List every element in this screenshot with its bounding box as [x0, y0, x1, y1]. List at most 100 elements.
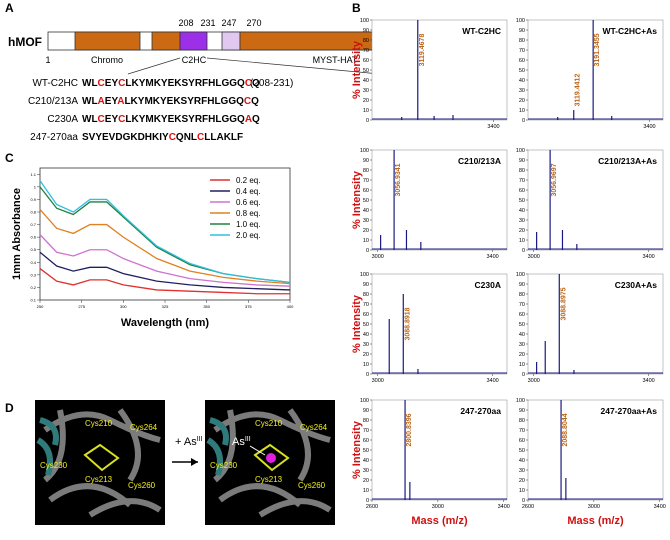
y-tick-label: 80 [519, 38, 525, 44]
y-tick-label: 90 [519, 158, 525, 164]
y-tick-label: 0.6 [30, 235, 36, 240]
y-tick-label: 0.7 [30, 222, 36, 227]
position: 231 [200, 18, 215, 28]
sequence-segment: LKYMKYEKSYRFHLGGQ [125, 78, 245, 89]
cysteines [253, 443, 290, 472]
sequence-name: C210/213A [28, 96, 78, 107]
series-line [39, 234, 291, 287]
x-tick-label: 3400 [498, 504, 510, 510]
peak-label: 3088.8975 [560, 287, 567, 320]
helix [206, 417, 229, 476]
y-tick-label: 20 [363, 352, 369, 358]
x-tick-label: 3400 [643, 378, 655, 384]
y-tick-label: 80 [363, 292, 369, 298]
x-tick-label: 3000 [528, 254, 540, 260]
y-axis-label: % Intensity [351, 170, 363, 229]
y-tick-label: 0 [522, 248, 525, 254]
domain-label: MYST-HAT [313, 55, 358, 65]
ion-label: AsIII [232, 436, 251, 448]
sequence-segment: A [117, 96, 124, 107]
spectrum-title: C210/213A+As [598, 156, 657, 166]
y-tick-label: 100 [516, 398, 525, 404]
y-tick-label: 0.4 [30, 260, 36, 265]
y-tick-label: 50 [519, 198, 525, 204]
spectrum-title: WT-C2HC+As [602, 26, 657, 36]
y-tick-label: 100 [360, 272, 369, 278]
series-line [39, 209, 291, 285]
y-tick-label: 30 [519, 218, 525, 224]
y-tick-label: 0.8 [30, 210, 36, 215]
ribbon [42, 408, 162, 518]
y-tick-label: 10 [519, 488, 525, 494]
y-tick-label: 0 [366, 372, 369, 378]
y-tick-label: 0 [522, 372, 525, 378]
sequence-segment: QNL [176, 132, 197, 143]
y-tick-label: 0 [366, 248, 369, 254]
y-tick-label: 0.5 [30, 247, 36, 252]
arsenic-atom [266, 453, 276, 463]
spectrum-title: 247-270aa+As [601, 406, 658, 416]
arrow-label-sup: III [197, 436, 203, 443]
legend-label: 0.4 eq. [236, 187, 260, 196]
panel-label: A [5, 1, 14, 15]
y-tick-label: 0.1 [30, 298, 36, 303]
position: 270 [246, 18, 261, 28]
residue-label: Cys210 [255, 419, 283, 428]
y-tick-label: 100 [516, 18, 525, 24]
y-tick-label: 30 [363, 468, 369, 474]
domain-label: Chromo [91, 55, 123, 65]
y-tick-label: 40 [363, 208, 369, 214]
legend-label: 0.6 eq. [236, 198, 260, 207]
y-tick-label: 0 [522, 498, 525, 504]
y-tick-label: 70 [519, 302, 525, 308]
y-tick-label: 80 [519, 292, 525, 298]
protein-name: hMOF [8, 35, 42, 49]
plot-frame [527, 19, 664, 121]
sequence-name: 247-270aa [30, 132, 78, 143]
y-tick-label: 50 [363, 322, 369, 328]
y-tick-label: 40 [519, 208, 525, 214]
y-tick-label: 0.9 [30, 197, 36, 202]
y-tick-label: 0.3 [30, 272, 36, 277]
spectrum-title: C230A+As [615, 280, 658, 290]
y-tick-label: 20 [363, 98, 369, 104]
residue-label: Cys210 [85, 419, 113, 428]
peak-label: 3056.9697 [551, 163, 558, 196]
sequence-segment: C [118, 78, 125, 89]
y-tick-label: 80 [363, 38, 369, 44]
sequence-segment: Q [252, 78, 260, 89]
y-axis-label: 1mm Absorbance [11, 188, 23, 280]
y-tick-label: 10 [363, 238, 369, 244]
y-tick-label: 90 [363, 158, 369, 164]
y-tick-label: 60 [363, 188, 369, 194]
x-tick-label: 325 [162, 304, 169, 309]
x-axis-label: Mass (m/z) [411, 515, 468, 527]
legend-label: 0.8 eq. [236, 209, 260, 218]
sequence-segment: WL [82, 114, 98, 125]
x-tick-label: 3000 [528, 378, 540, 384]
x-tick-label: 3000 [588, 504, 600, 510]
x-tick-label: 3000 [372, 378, 384, 384]
y-tick-label: 100 [360, 18, 369, 24]
y-axis-label: % Intensity [351, 40, 363, 99]
x-tick-label: 3400 [643, 254, 655, 260]
y-tick-label: 60 [519, 438, 525, 444]
y-tick-label: 10 [363, 108, 369, 114]
y-tick-label: 40 [519, 78, 525, 84]
y-tick-label: 10 [363, 488, 369, 494]
sequence-segment: EY [105, 96, 119, 107]
x-axis-label: Mass (m/z) [567, 515, 624, 527]
panel-label: D [5, 401, 14, 415]
y-tick-label: 80 [363, 168, 369, 174]
y-tick-label: 60 [363, 58, 369, 64]
peak-label: 3191.3455 [594, 33, 601, 66]
x-tick-label: 2600 [366, 504, 378, 510]
y-tick-label: 70 [363, 178, 369, 184]
sequence-segment: Q [251, 96, 259, 107]
residue-label: Cys230 [40, 461, 68, 470]
y-tick-label: 80 [519, 418, 525, 424]
y-tick-label: 30 [519, 468, 525, 474]
x-tick-label: 3000 [372, 254, 384, 260]
hat-domain [151, 31, 181, 51]
